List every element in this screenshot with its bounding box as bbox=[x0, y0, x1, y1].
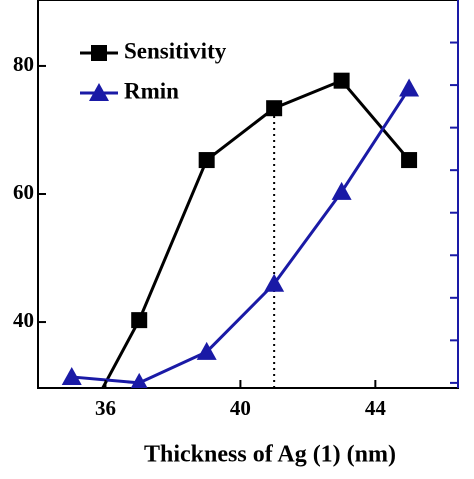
legend-marker bbox=[91, 45, 107, 61]
marker bbox=[266, 100, 283, 117]
marker bbox=[130, 372, 148, 388]
series-line bbox=[71, 87, 411, 385]
marker bbox=[331, 181, 352, 200]
legend-label: Sensitivity bbox=[124, 38, 227, 63]
legend-label: Rmin bbox=[124, 78, 179, 103]
marker bbox=[198, 152, 215, 169]
series-line bbox=[101, 78, 411, 388]
y-tick-label: 80 bbox=[13, 52, 34, 76]
legend-marker bbox=[89, 83, 109, 101]
x-tick-label: 36 bbox=[95, 396, 116, 420]
x-axis-label: Thickness of Ag (1) (nm) bbox=[144, 442, 396, 468]
marker bbox=[264, 273, 285, 292]
plot-area bbox=[61, 72, 420, 454]
marker bbox=[131, 312, 148, 329]
marker bbox=[401, 152, 418, 169]
y-tick-label: 60 bbox=[13, 180, 34, 204]
marker bbox=[196, 341, 217, 360]
y-tick-label: 40 bbox=[13, 308, 34, 332]
marker bbox=[64, 438, 80, 454]
marker bbox=[399, 78, 420, 97]
x-tick-label: 44 bbox=[365, 396, 387, 420]
marker bbox=[61, 366, 82, 385]
x-tick-label: 40 bbox=[230, 396, 251, 420]
marker bbox=[333, 72, 350, 89]
